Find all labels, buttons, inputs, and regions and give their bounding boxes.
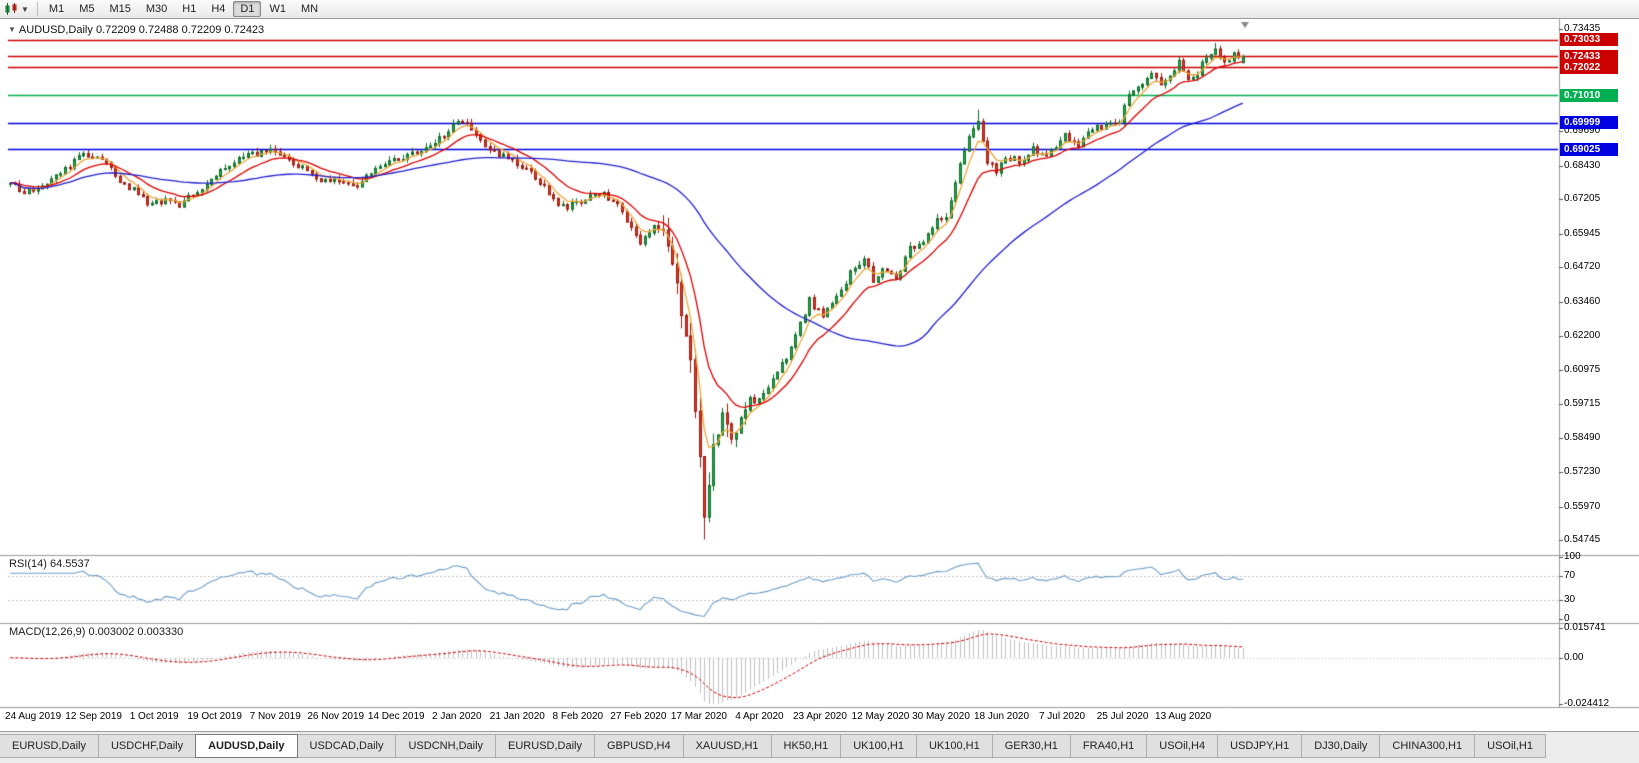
price-axis-tick-label: 0.69690: [1564, 125, 1601, 137]
date-axis-label: 4 Apr 2020: [735, 711, 784, 722]
macd-indicator-label: MACD(12,26,9) 0.003002 0.003330: [9, 626, 184, 638]
date-axis-label: 7 Jul 2020: [1038, 711, 1086, 722]
chart-tab-usoil-h1[interactable]: USOil,H1: [1474, 734, 1546, 758]
chart-tab-gbpusd-h4[interactable]: GBPUSD,H4: [594, 734, 684, 758]
rsi-axis-tick-label: 70: [1564, 569, 1576, 581]
price-axis-tick-label: 0.54745: [1564, 534, 1601, 546]
rsi-axis-tick-label: 0: [1564, 613, 1570, 624]
date-axis-label: 12 Sep 2019: [65, 711, 122, 722]
timeframe-toolbar: ▼ M1 M5 M15 M30 H1 H4 D1 W1 MN: [0, 0, 1639, 19]
timeframe-buttons-group: M1 M5 M15 M30 H1 H4 D1 W1 MN: [42, 1, 326, 17]
timeframe-button-h4[interactable]: H4: [211, 3, 226, 15]
date-axis-label: 18 Jun 2020: [973, 711, 1030, 722]
chart-tab-eurusd-daily[interactable]: EURUSD,Daily: [0, 734, 99, 758]
timeframe-button-w1[interactable]: W1: [269, 3, 286, 15]
price-axis-tick-label: 0.55970: [1564, 500, 1601, 512]
price-axis-tick-label: 0.63460: [1564, 295, 1601, 307]
rsi-axis-tick-label: 100: [1564, 551, 1581, 562]
chart-tab-china300-h1[interactable]: CHINA300,H1: [1379, 734, 1476, 758]
macd-axis-tick-label: -0.024412: [1564, 698, 1610, 709]
chart-tab-usdcad-daily[interactable]: USDCAD,Daily: [296, 734, 397, 758]
date-axis-label: 25 Jul 2020: [1096, 711, 1149, 722]
date-axis-label: 19 Oct 2019: [187, 711, 242, 722]
price-level-box[interactable]: 0.71010: [1560, 88, 1618, 102]
price-axis-tick-label: 0.65945: [1564, 227, 1601, 239]
chevron-down-icon: ▼: [21, 4, 29, 14]
timeframe-button-m15[interactable]: M15: [109, 3, 131, 15]
chart-tab-uk100-h1[interactable]: UK100,H1: [840, 734, 917, 758]
chart-tab-usdchf-daily[interactable]: USDCHF,Daily: [97, 734, 197, 758]
toolbar-separator: [36, 2, 38, 16]
chart-tab-usoil-h4[interactable]: USOil,H4: [1146, 734, 1219, 758]
date-axis-label: 24 Aug 2019: [5, 711, 62, 722]
price-level-box[interactable]: 0.69025: [1560, 142, 1618, 156]
chart-tab-eurusd-daily[interactable]: EURUSD,Daily: [495, 734, 595, 758]
date-axis-label: 1 Oct 2019: [129, 711, 179, 722]
price-level-box[interactable]: 0.69999: [1560, 116, 1618, 130]
price-axis-tick-label: 0.64720: [1564, 261, 1601, 273]
chart-tab-usdjpy-h1[interactable]: USDJPY,H1: [1217, 734, 1303, 758]
chart-tab-fra40-h1[interactable]: FRA40,H1: [1069, 734, 1148, 758]
price-axis-tick-label: 0.67205: [1564, 193, 1601, 205]
price-axis-tick-label: 0.58490: [1564, 431, 1601, 443]
timeframe-button-mn[interactable]: MN: [300, 3, 319, 15]
price-level-box[interactable]: 0.73033: [1560, 33, 1618, 47]
chart-ohlc-values: 0.72209 0.72488 0.72209 0.72423: [95, 24, 265, 36]
price-axis-tick-label: 0.60975: [1564, 363, 1601, 375]
rsi-axis-tick-label: 30: [1564, 594, 1576, 606]
date-axis-label: 26 Nov 2019: [307, 711, 365, 722]
date-axis-label: 23 Apr 2020: [792, 711, 847, 722]
chart-type-icon[interactable]: ▼: [4, 3, 29, 15]
price-axis-tick-label: 0.57230: [1564, 466, 1601, 478]
date-axis-label: 17 Mar 2020: [670, 711, 727, 722]
chart-tab-hk50-h1[interactable]: HK50,H1: [770, 734, 842, 758]
chart-tab-usdcnh-daily[interactable]: USDCNH,Daily: [395, 734, 497, 758]
date-axis-label: 14 Dec 2019: [367, 711, 425, 722]
chart-ohlc-header: ▼ AUDUSD,Daily 0.72209 0.72488 0.72209 0.…: [8, 24, 264, 36]
chart-tab-uk100-h1[interactable]: UK100,H1: [915, 734, 993, 758]
timeframe-button-m30[interactable]: M30: [145, 3, 168, 15]
chart-tab-dj30-daily[interactable]: DJ30,Daily: [1301, 734, 1381, 758]
price-axis-tick-label: 0.73435: [1564, 22, 1601, 34]
date-axis-label: 13 Aug 2020: [1155, 711, 1212, 722]
price-axis-tick-label: 0.62200: [1564, 330, 1601, 342]
price-level-box[interactable]: 0.72022: [1560, 60, 1618, 74]
date-axis-label: 2 Jan 2020: [432, 711, 482, 722]
price-axis-tick-label: 0.68430: [1564, 159, 1601, 171]
macd-axis-tick-label: 0.015741: [1564, 622, 1606, 633]
timeframe-button-m1[interactable]: M1: [48, 3, 65, 15]
timeframe-button-m5[interactable]: M5: [79, 3, 95, 15]
candlestick-chart-icon: [5, 3, 17, 15]
chart-tab-audusd-daily[interactable]: AUDUSD,Daily: [195, 734, 298, 758]
macd-axis-tick-label: 0.00: [1564, 651, 1584, 663]
chart-tab-ger30-h1[interactable]: GER30,H1: [991, 734, 1071, 758]
chart-tab-xauusd-h1[interactable]: XAUUSD,H1: [682, 734, 772, 758]
date-axis-label: 12 May 2020: [851, 711, 910, 722]
price-axis-tick-label: 0.59715: [1564, 398, 1601, 410]
date-axis-label: 30 May 2020: [912, 711, 970, 722]
timeframe-button-d1[interactable]: D1: [233, 1, 262, 17]
rsi-indicator-label: RSI(14) 64.5537: [9, 558, 90, 570]
price-level-box[interactable]: 0.72433: [1560, 49, 1618, 63]
date-axis-label: 7 Nov 2019: [249, 711, 301, 722]
date-axis-label: 27 Feb 2020: [610, 711, 667, 722]
chart-symbol-period: AUDUSD,Daily: [18, 24, 93, 36]
date-axis-label: 8 Feb 2020: [552, 711, 604, 722]
chart-tab-bar: EURUSD,Daily USDCHF,Daily AUDUSD,Daily USDC…: [0, 731, 1639, 763]
timeframe-button-h1[interactable]: H1: [182, 3, 197, 15]
date-axis-label: 21 Jan 2020: [489, 711, 545, 722]
collapse-triangle-icon[interactable]: ▼: [8, 25, 16, 34]
